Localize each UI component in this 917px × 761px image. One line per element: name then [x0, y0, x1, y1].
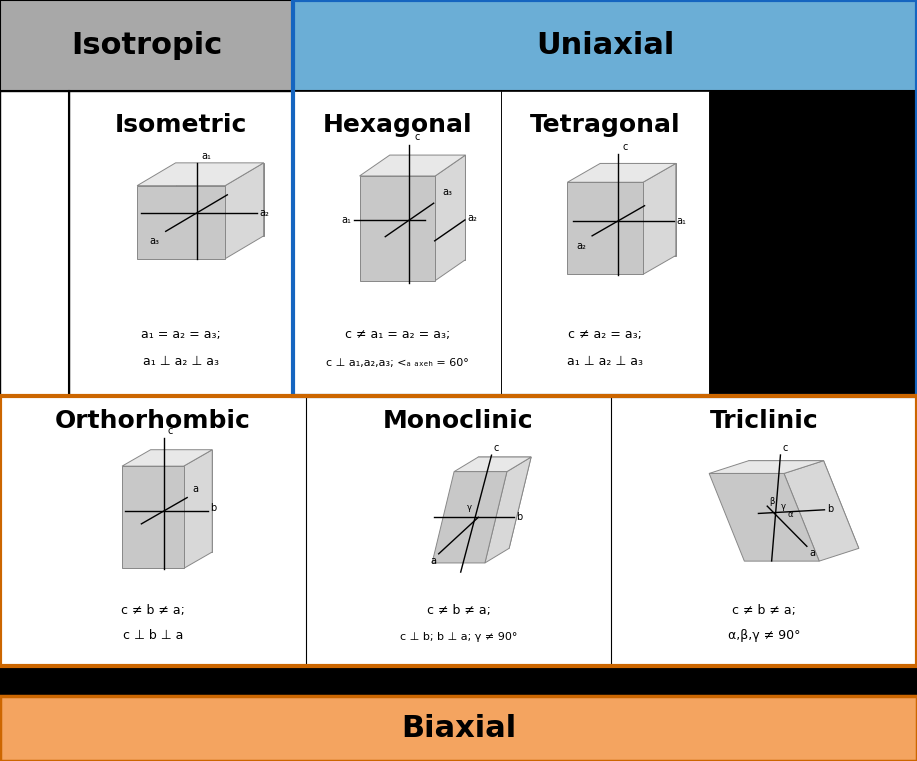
Text: Hexagonal: Hexagonal [323, 113, 472, 137]
Text: a₃: a₃ [149, 237, 160, 247]
Text: c: c [623, 142, 628, 151]
Text: c: c [168, 426, 173, 436]
Text: a: a [193, 484, 198, 494]
Bar [0, 696, 917, 761]
Text: c ⊥ b ⊥ a: c ⊥ b ⊥ a [123, 629, 183, 642]
Polygon shape [183, 450, 212, 568]
Text: b: b [211, 504, 216, 514]
Text: a₁: a₁ [201, 151, 211, 161]
Text: Triclinic: Triclinic [710, 409, 819, 433]
Polygon shape [359, 176, 436, 281]
Bar [69, 91, 293, 396]
Text: a: a [430, 556, 436, 565]
Text: α,β,γ ≠ 90°: α,β,γ ≠ 90° [728, 629, 801, 642]
Text: c ⊥ b; b ⊥ a; γ ≠ 90°: c ⊥ b; b ⊥ a; γ ≠ 90° [400, 632, 517, 642]
Polygon shape [390, 155, 466, 260]
Polygon shape [122, 450, 212, 466]
Polygon shape [709, 473, 819, 561]
Text: Tetragonal: Tetragonal [530, 113, 680, 137]
Text: a₁: a₁ [342, 215, 351, 225]
Bar [0, 0, 293, 91]
Text: c ⊥ a₁,a₂,a₃; <ₐ ₐₓₑₕ = 60°: c ⊥ a₁,a₂,a₃; <ₐ ₐₓₑₕ = 60° [326, 358, 469, 368]
Polygon shape [432, 472, 507, 563]
Polygon shape [568, 183, 643, 275]
Bar [293, 0, 917, 91]
Text: c ≠ a₂ = a₃;: c ≠ a₂ = a₃; [569, 328, 642, 341]
Text: a₂: a₂ [576, 240, 586, 250]
Text: a: a [809, 548, 815, 558]
Text: c: c [782, 443, 788, 454]
Bar [502, 91, 709, 396]
Text: α: α [787, 510, 792, 519]
Polygon shape [138, 186, 226, 259]
Polygon shape [457, 457, 531, 549]
Text: c ≠ a₁ = a₂ = a₃;: c ≠ a₁ = a₂ = a₃; [345, 328, 450, 341]
Polygon shape [175, 163, 263, 236]
Bar [0, 396, 917, 666]
Text: c ≠ b ≠ a;: c ≠ b ≠ a; [733, 604, 796, 617]
Polygon shape [454, 457, 531, 472]
Bar [293, 91, 502, 396]
Text: a₂: a₂ [260, 208, 270, 218]
Bar [0, 666, 917, 696]
Text: a₁ ⊥ a₂ ⊥ a₃: a₁ ⊥ a₂ ⊥ a₃ [143, 355, 219, 368]
Polygon shape [643, 164, 676, 275]
Polygon shape [784, 460, 859, 561]
Polygon shape [226, 163, 263, 259]
Text: a₂: a₂ [468, 213, 478, 224]
Text: c ≠ b ≠ a;: c ≠ b ≠ a; [121, 604, 184, 617]
Text: β: β [769, 498, 775, 506]
Text: Orthorhombic: Orthorhombic [55, 409, 250, 433]
Text: a₁ ⊥ a₂ ⊥ a₃: a₁ ⊥ a₂ ⊥ a₃ [568, 355, 643, 368]
Polygon shape [749, 460, 859, 549]
Text: a₁: a₁ [677, 216, 686, 226]
Text: a₃: a₃ [442, 187, 452, 197]
Polygon shape [150, 450, 212, 552]
Text: γ: γ [468, 503, 472, 512]
Polygon shape [122, 466, 183, 568]
Polygon shape [568, 164, 676, 183]
Polygon shape [138, 163, 263, 186]
Text: b: b [826, 504, 833, 514]
Text: c: c [493, 444, 499, 454]
Text: b: b [515, 512, 522, 522]
Polygon shape [436, 155, 466, 281]
Bar [293, 0, 917, 396]
Polygon shape [600, 164, 676, 256]
Polygon shape [709, 460, 823, 473]
Text: c ≠ b ≠ a;: c ≠ b ≠ a; [426, 604, 491, 617]
Text: Isometric: Isometric [115, 113, 248, 137]
Bar [0, 396, 917, 666]
Text: a₁ = a₂ = a₃;: a₁ = a₂ = a₃; [141, 328, 221, 341]
Text: Uniaxial: Uniaxial [536, 31, 674, 60]
Bar [0, 91, 69, 396]
Polygon shape [485, 457, 531, 563]
Polygon shape [359, 155, 466, 176]
Text: c: c [414, 132, 419, 142]
Text: Biaxial: Biaxial [401, 714, 516, 743]
Text: Monoclinic: Monoclinic [383, 409, 534, 433]
Text: Isotropic: Isotropic [72, 31, 222, 60]
Text: γ: γ [780, 502, 786, 511]
